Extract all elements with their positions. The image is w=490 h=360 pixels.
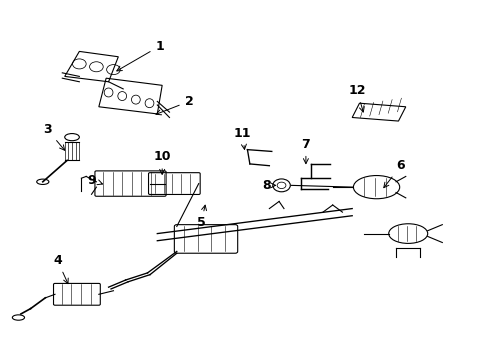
Text: 10: 10 [153, 150, 171, 174]
Text: 11: 11 [234, 127, 251, 149]
Text: 4: 4 [53, 254, 68, 284]
Text: 5: 5 [197, 205, 206, 229]
Text: 3: 3 [43, 123, 65, 150]
Text: 7: 7 [301, 138, 310, 164]
Text: 12: 12 [348, 84, 366, 112]
Text: 6: 6 [384, 159, 405, 188]
Text: 8: 8 [263, 179, 275, 192]
Text: 1: 1 [117, 40, 164, 71]
Text: 9: 9 [87, 174, 102, 186]
Text: 2: 2 [156, 95, 194, 115]
